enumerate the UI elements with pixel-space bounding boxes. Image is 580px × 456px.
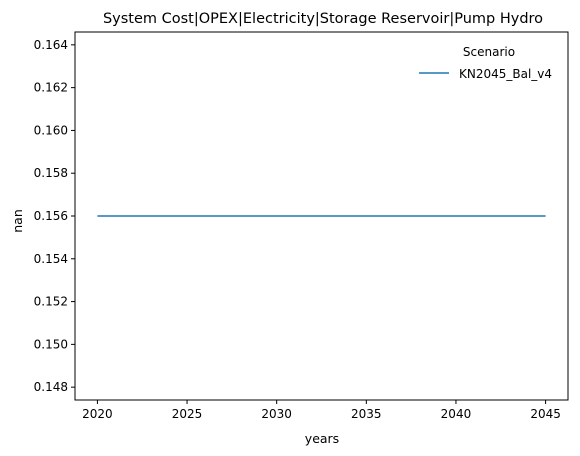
legend-label: KN2045_Bal_v4 <box>459 67 552 81</box>
y-tick-label: 0.160 <box>34 123 68 137</box>
chart-title: System Cost|OPEX|Electricity|Storage Res… <box>103 11 543 27</box>
y-tick-label: 0.156 <box>34 209 68 223</box>
y-tick-label: 0.164 <box>34 38 68 52</box>
x-tick-label: 2035 <box>351 407 382 421</box>
x-axis-label: years <box>305 431 339 446</box>
x-tick-label: 2030 <box>261 407 292 421</box>
y-tick-label: 0.148 <box>34 380 68 394</box>
x-tick-label: 2025 <box>172 407 203 421</box>
x-tick-label: 2040 <box>441 407 472 421</box>
legend-title: Scenario <box>463 45 515 59</box>
x-tick-label: 2020 <box>82 407 113 421</box>
y-tick-label: 0.150 <box>34 337 68 351</box>
y-axis: 0.148 0.150 0.152 0.154 0.156 0.158 0.160 0.162… <box>34 38 75 394</box>
y-tick-label: 0.152 <box>34 295 68 309</box>
y-tick-label: 0.158 <box>34 166 68 180</box>
x-tick-label: 2045 <box>530 407 561 421</box>
y-tick-label: 0.162 <box>34 81 68 95</box>
y-tick-label: 0.154 <box>34 252 68 266</box>
x-axis: 2020 2025 2030 2035 2040 2045 <box>82 400 561 421</box>
legend-items: KN2045_Bal_v4 <box>419 67 552 81</box>
y-axis-label: nan <box>10 209 25 233</box>
legend: Scenario KN2045_Bal_v4 <box>419 45 552 81</box>
